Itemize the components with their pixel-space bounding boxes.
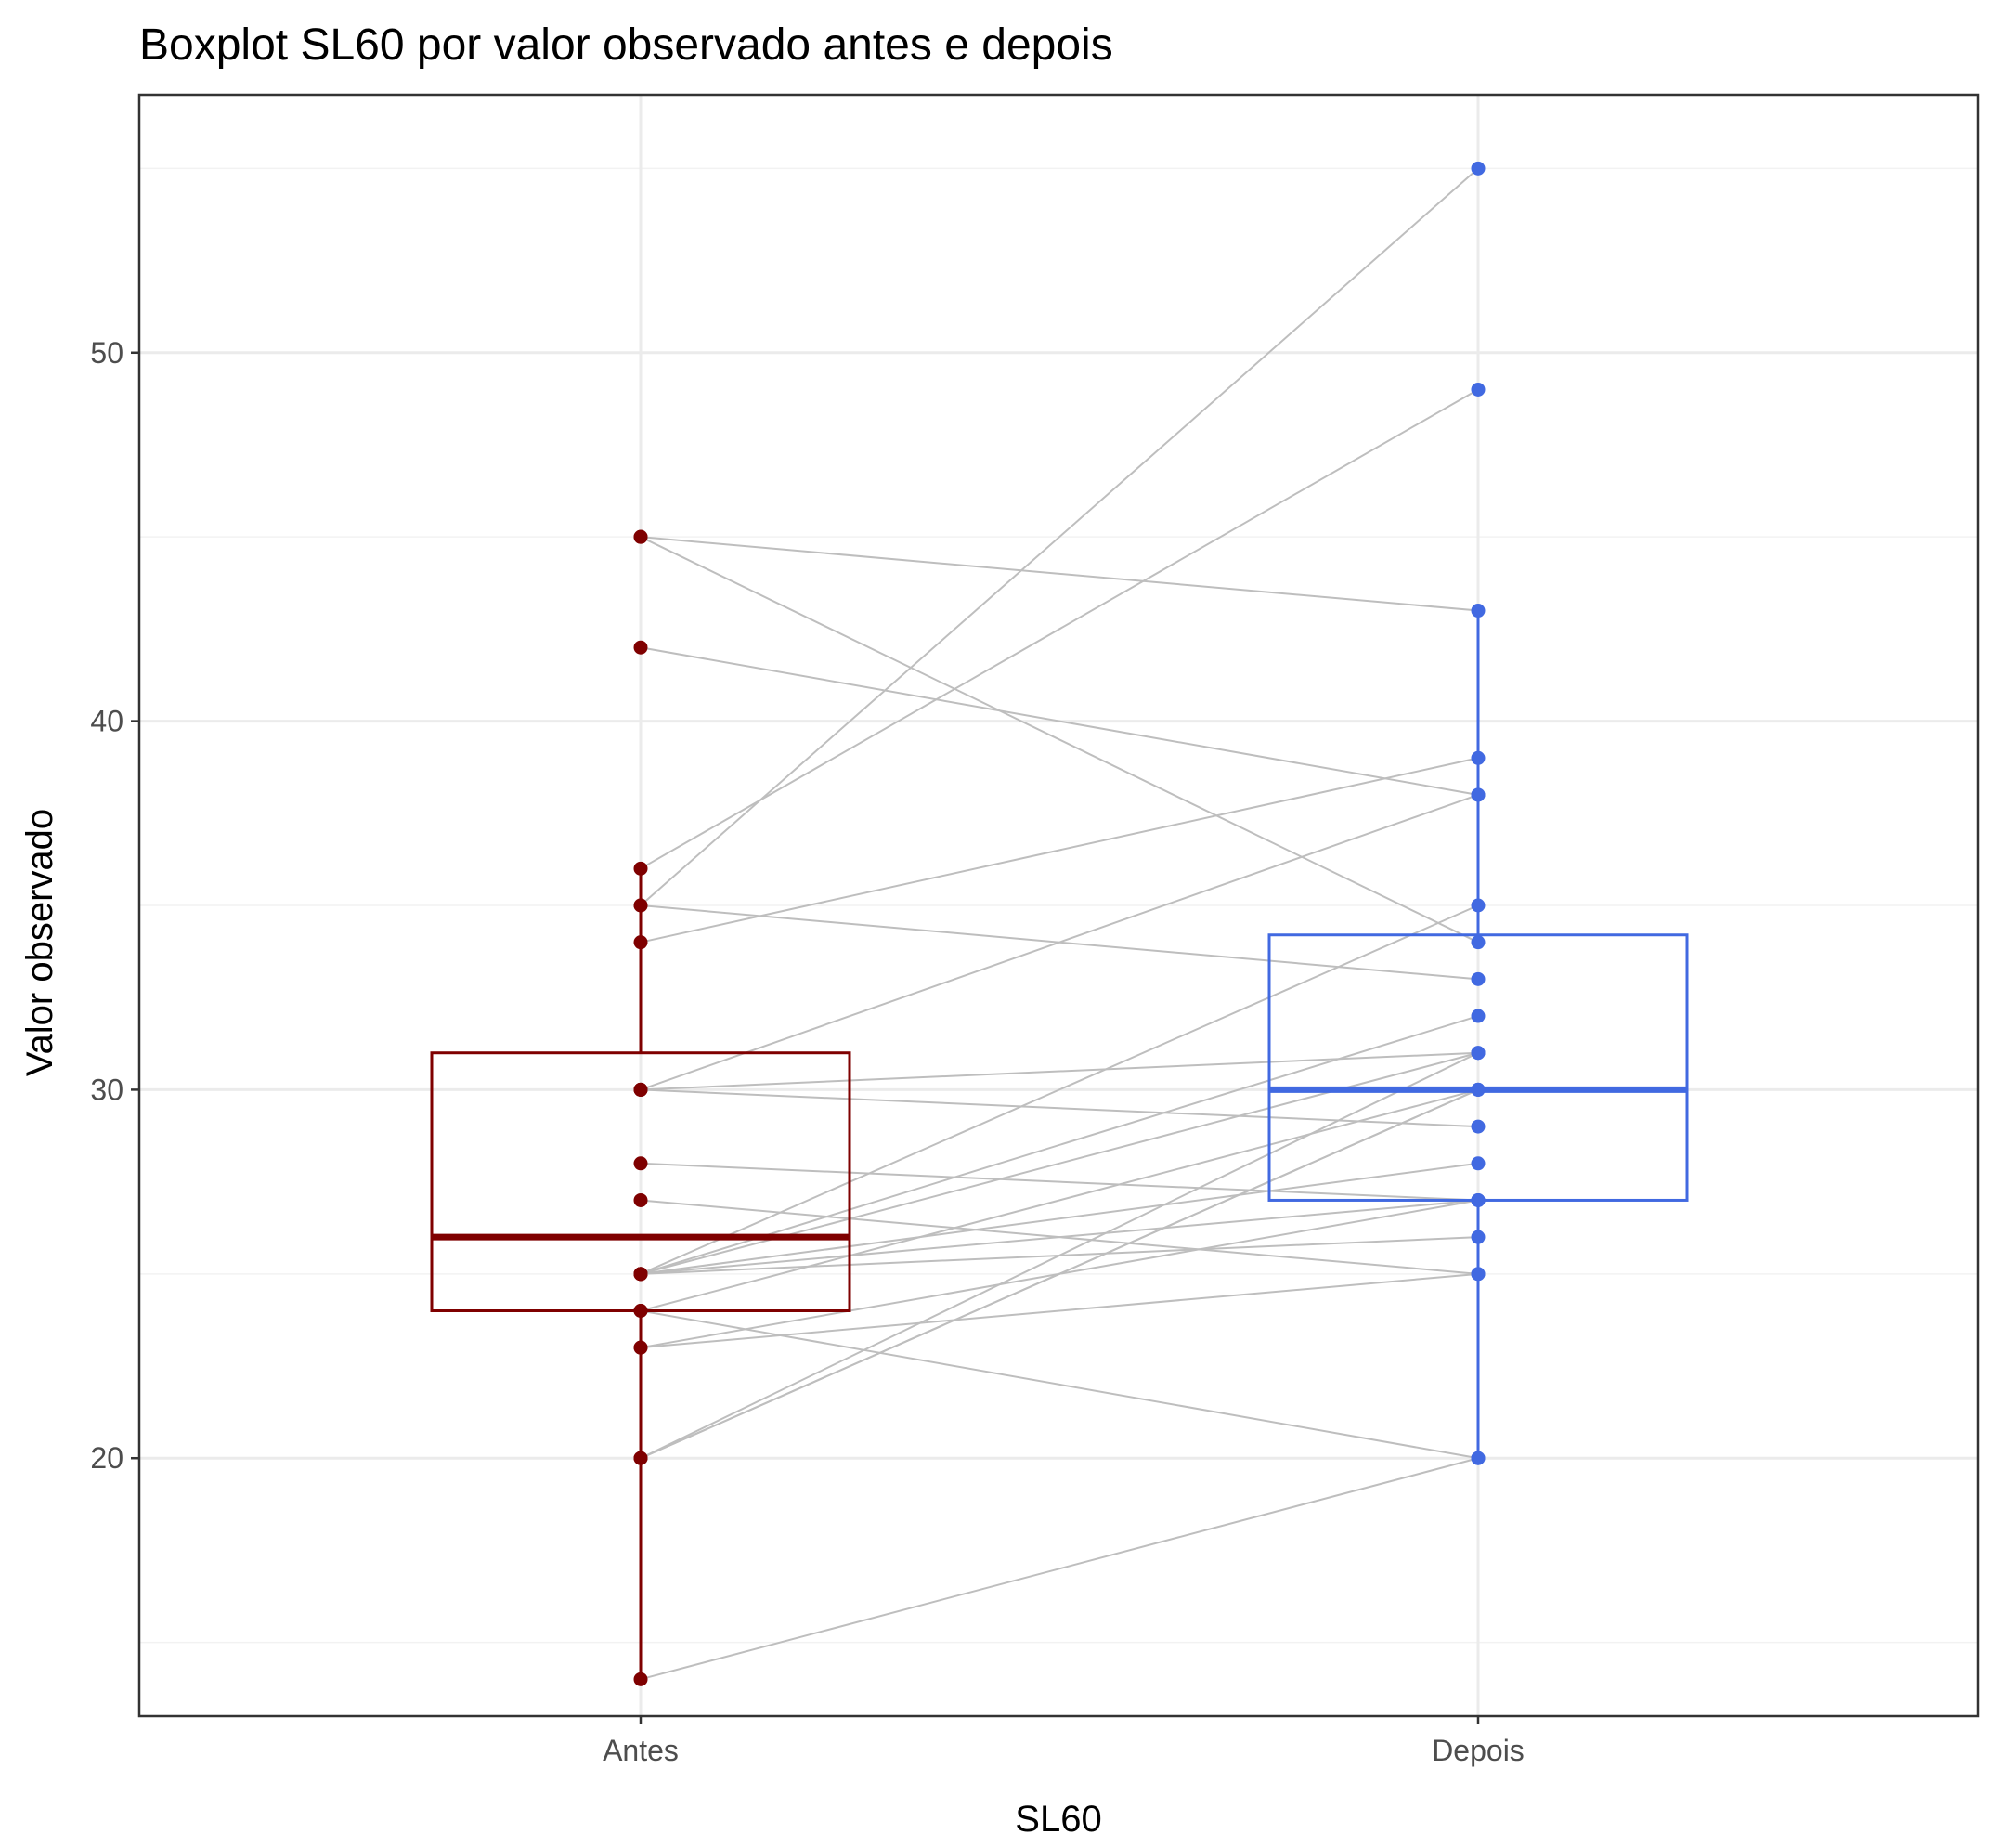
- point-depois: [1471, 1009, 1486, 1023]
- point-antes: [633, 529, 648, 544]
- pair-line: [640, 388, 1479, 870]
- point-depois: [1471, 898, 1486, 913]
- point-antes: [633, 640, 648, 655]
- y-tick-label: 50: [90, 336, 123, 370]
- pair-line: [640, 757, 1479, 944]
- panel-border: [137, 93, 1980, 1718]
- point-depois: [1471, 1267, 1486, 1282]
- pair-line: [640, 536, 1479, 612]
- point-antes: [633, 898, 648, 913]
- pair-line: [640, 794, 1479, 1091]
- point-depois: [1471, 1046, 1486, 1061]
- point-depois: [1471, 935, 1486, 950]
- point-depois: [1471, 1156, 1486, 1171]
- pair-line: [640, 646, 1479, 796]
- y-tick-label: 30: [90, 1073, 123, 1106]
- point-depois: [1471, 1451, 1486, 1465]
- pair-line: [640, 1199, 1479, 1275]
- point-antes: [633, 1267, 648, 1282]
- point-depois: [1471, 1230, 1486, 1244]
- pair-line: [640, 1162, 1479, 1275]
- y-axis-title: Valor observado: [19, 809, 60, 1076]
- point-antes: [633, 1304, 648, 1318]
- point-antes: [633, 861, 648, 876]
- point-depois: [1471, 750, 1486, 765]
- x-tick-label: Depois: [1432, 1734, 1525, 1767]
- x-axis-title: SL60: [1015, 1799, 1101, 1840]
- pair-line: [640, 904, 1479, 1275]
- pair-line: [640, 1088, 1479, 1312]
- point-depois: [1471, 604, 1486, 618]
- point-depois: [1471, 1119, 1486, 1134]
- point-antes: [633, 935, 648, 950]
- pair-line: [640, 1457, 1479, 1681]
- point-antes: [633, 1082, 648, 1097]
- point-antes: [633, 1192, 648, 1207]
- y-tick-label: 40: [90, 705, 123, 738]
- plot-area: 20 30 40 50 Antes Depois: [90, 93, 1980, 1767]
- pair-line: [640, 167, 1479, 906]
- point-depois: [1471, 787, 1486, 802]
- chart-title: Boxplot SL60 por valor observado antes e…: [139, 20, 1113, 70]
- pair-line: [640, 536, 1479, 944]
- point-depois: [1471, 161, 1486, 176]
- pair-line: [640, 1051, 1479, 1460]
- point-antes: [633, 1156, 648, 1171]
- pair-line: [640, 1162, 1479, 1202]
- pair-line: [640, 1015, 1479, 1275]
- point-antes: [633, 1451, 648, 1465]
- point-depois: [1471, 971, 1486, 986]
- point-depois: [1471, 1082, 1486, 1097]
- point-antes: [633, 1672, 648, 1686]
- pair-line: [640, 1272, 1479, 1349]
- point-antes: [633, 1340, 648, 1355]
- x-tick-label: Antes: [603, 1734, 679, 1767]
- y-tick-label: 20: [90, 1441, 123, 1475]
- pair-line: [640, 1088, 1479, 1460]
- point-depois: [1471, 1192, 1486, 1207]
- point-depois: [1471, 382, 1486, 397]
